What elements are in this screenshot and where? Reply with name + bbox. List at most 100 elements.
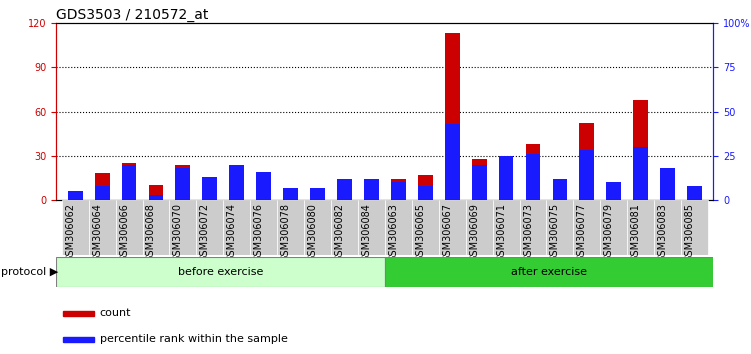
Bar (391, 179, 406, 200)
Bar (687, 193, 702, 200)
Text: GDS3503 / 210572_at: GDS3503 / 210572_at (56, 8, 209, 22)
Bar (310, 195, 325, 200)
Text: after exercise: after exercise (511, 267, 587, 277)
Bar (499, 157, 514, 200)
Text: GSM306084: GSM306084 (361, 203, 372, 262)
Bar (654, 200, 681, 255)
Text: GSM306072: GSM306072 (200, 203, 210, 262)
Bar (606, 188, 621, 200)
Text: GSM306082: GSM306082 (334, 203, 345, 262)
Bar (337, 185, 352, 200)
Bar (283, 188, 298, 200)
Text: GSM306077: GSM306077 (577, 203, 587, 262)
Bar (526, 144, 541, 200)
Bar (256, 175, 271, 200)
Bar (499, 156, 514, 200)
Text: GSM306062: GSM306062 (65, 203, 75, 262)
Text: GSM306079: GSM306079 (604, 203, 614, 262)
Bar (385, 200, 412, 255)
Bar (580, 150, 594, 200)
Bar (223, 200, 250, 255)
Bar (149, 185, 164, 200)
Text: GSM306085: GSM306085 (685, 203, 695, 262)
Bar (331, 200, 358, 255)
Bar (63, 337, 95, 342)
Text: before exercise: before exercise (178, 267, 264, 277)
Text: GSM306075: GSM306075 (550, 203, 560, 262)
Bar (122, 163, 137, 200)
Bar (116, 200, 143, 255)
Bar (229, 166, 244, 200)
Bar (553, 185, 567, 200)
Bar (493, 200, 520, 255)
Bar (149, 195, 164, 200)
Bar (633, 100, 648, 200)
Text: GSM306068: GSM306068 (146, 203, 156, 262)
Bar (176, 165, 190, 200)
Bar (143, 200, 170, 255)
Bar (574, 200, 600, 255)
Text: GSM306078: GSM306078 (281, 203, 291, 262)
Bar (627, 200, 654, 255)
Bar (304, 200, 331, 255)
Bar (95, 186, 110, 200)
Text: GSM306080: GSM306080 (308, 203, 318, 262)
Bar (203, 177, 217, 200)
Bar (418, 175, 433, 200)
Bar (283, 197, 298, 200)
Text: GSM306069: GSM306069 (469, 203, 479, 262)
Bar (358, 200, 385, 255)
Bar (391, 182, 406, 200)
Bar (63, 311, 95, 316)
Text: GSM306071: GSM306071 (496, 203, 506, 262)
Bar (681, 200, 708, 255)
Bar (633, 147, 648, 200)
Text: GSM306070: GSM306070 (173, 203, 183, 262)
Bar (310, 188, 325, 200)
Bar (56, 257, 385, 287)
Bar (229, 165, 244, 200)
Bar (472, 159, 487, 200)
Bar (176, 168, 190, 200)
Text: GSM306081: GSM306081 (631, 203, 641, 262)
Bar (122, 165, 137, 200)
Bar (250, 200, 277, 255)
Bar (547, 200, 574, 255)
Text: GSM306065: GSM306065 (415, 203, 425, 262)
Bar (600, 200, 627, 255)
Bar (364, 185, 379, 200)
Bar (472, 165, 487, 200)
Bar (526, 154, 541, 200)
Bar (196, 200, 223, 255)
Bar (89, 200, 116, 255)
Text: percentile rank within the sample: percentile rank within the sample (100, 333, 288, 344)
Bar (203, 187, 217, 200)
Bar (445, 124, 460, 200)
Bar (412, 200, 439, 255)
Text: GSM306063: GSM306063 (388, 203, 398, 262)
Text: GSM306083: GSM306083 (658, 203, 668, 262)
Bar (364, 179, 379, 200)
Text: GSM306074: GSM306074 (227, 203, 237, 262)
Text: GSM306064: GSM306064 (92, 203, 102, 262)
Bar (606, 182, 621, 200)
Bar (95, 173, 110, 200)
Bar (439, 200, 466, 255)
Bar (385, 257, 713, 287)
Bar (660, 173, 675, 200)
Bar (418, 186, 433, 200)
Bar (337, 179, 352, 200)
Text: GSM306073: GSM306073 (523, 203, 533, 262)
Text: GSM306076: GSM306076 (254, 203, 264, 262)
Text: count: count (100, 308, 131, 318)
Bar (277, 200, 304, 255)
Bar (553, 179, 567, 200)
Bar (445, 33, 460, 200)
Bar (580, 123, 594, 200)
Bar (466, 200, 493, 255)
Bar (62, 200, 89, 255)
Bar (170, 200, 196, 255)
Bar (687, 186, 702, 200)
Text: GSM306066: GSM306066 (119, 203, 129, 262)
Bar (660, 168, 675, 200)
